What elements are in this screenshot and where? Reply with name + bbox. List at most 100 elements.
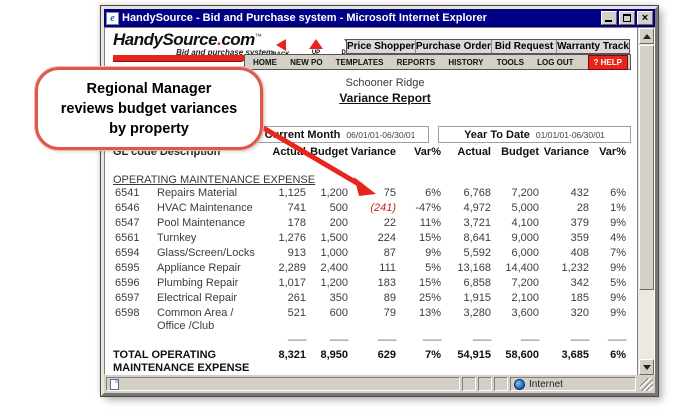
- gl-description: Plumbing Repair: [157, 277, 239, 289]
- menu-item-reports[interactable]: REPORTS: [396, 57, 436, 67]
- value-cell: 521: [287, 307, 306, 319]
- value-cell: 9%: [425, 247, 441, 259]
- gl-code: 6547: [115, 217, 140, 229]
- callout-line-3: by property: [109, 120, 189, 137]
- menu-item-home[interactable]: HOME: [253, 57, 277, 67]
- close-button[interactable]: ×: [637, 11, 653, 25]
- divider-dashes: --------: [422, 335, 442, 346]
- logo-tagline: Bid and purchase system: [176, 48, 273, 57]
- value-cell: 1,915: [463, 292, 491, 304]
- maximize-icon: [623, 14, 631, 22]
- tab-price-shopper[interactable]: Price Shopper: [347, 41, 415, 52]
- red-swoosh-decoration: [113, 55, 247, 62]
- total-value-cell: 6%: [610, 349, 626, 361]
- value-cell: 3,280: [463, 307, 491, 319]
- table-row: 6598 Common Area / 521 600 79 13% 3,280 3,600 32…: [105, 307, 639, 321]
- internet-zone-pane: Internet: [510, 377, 636, 391]
- year-to-date-label: Year To Date: [464, 128, 530, 141]
- scroll-down-button[interactable]: [639, 359, 654, 375]
- value-cell: 2,100: [511, 292, 539, 304]
- value-cell: 7%: [610, 247, 626, 259]
- handysource-logo[interactable]: HandySource.com™ Bid and purchase system: [113, 30, 273, 57]
- value-cell: 5,000: [511, 202, 539, 214]
- gl-description: Appliance Repair: [157, 262, 241, 274]
- value-cell: 9%: [610, 262, 626, 274]
- current-month-header-box: Current Month 06/01/01-06/30/01: [251, 126, 429, 143]
- current-month-label: Current Month: [264, 128, 341, 141]
- divider-dashes: --------: [520, 335, 540, 346]
- menu-item-templates[interactable]: TEMPLATES: [335, 57, 384, 67]
- minimize-button[interactable]: [601, 11, 617, 25]
- tab-bid-request[interactable]: Bid Request: [490, 40, 556, 53]
- variance-negative-value: (241): [370, 202, 396, 214]
- value-cell: 6,858: [463, 277, 491, 289]
- menu-item-history[interactable]: HISTORY: [448, 57, 484, 67]
- total-value-cell: 58,600: [505, 349, 539, 361]
- window-title: HandySource - Bid and Purchase system - …: [122, 12, 487, 24]
- value-cell: 200: [329, 217, 348, 229]
- vertical-scrollbar[interactable]: [637, 28, 654, 375]
- value-cell: 1,276: [278, 232, 306, 244]
- table-row: 6561 Turnkey 1,276 1,500 224 15% 8,641 9,000 359…: [105, 232, 639, 246]
- total-value-cell: 7%: [425, 349, 441, 361]
- value-cell: 5%: [425, 262, 441, 274]
- value-cell: 25%: [418, 292, 441, 304]
- value-cell: 1,232: [561, 262, 589, 274]
- tab-purchase-order[interactable]: Purchase Order: [414, 40, 491, 53]
- nav-up-button[interactable]: UP: [303, 39, 329, 58]
- total-value-cell: 54,915: [457, 349, 491, 361]
- value-cell: 913: [287, 247, 306, 259]
- value-cell: 13%: [418, 307, 441, 319]
- help-button[interactable]: ? HELP: [587, 54, 628, 70]
- gl-code: 6541: [115, 187, 140, 199]
- col-header-7-var: Var%: [599, 146, 626, 158]
- gl-description: Electrical Repair: [157, 292, 238, 304]
- maximize-button[interactable]: [619, 11, 635, 25]
- table-row: 6547 Pool Maintenance 178 200 22 11% 3,721 4,10…: [105, 217, 639, 231]
- menu-item-new-po[interactable]: NEW PO: [290, 57, 323, 67]
- value-cell: 9%: [610, 217, 626, 229]
- value-cell: 13,168: [457, 262, 491, 274]
- status-pane-2: [478, 377, 492, 391]
- total-label-line1: TOTAL OPERATING: [113, 349, 217, 361]
- value-cell: 6,768: [463, 187, 491, 199]
- title-bar[interactable]: e HandySource - Bid and Purchase system …: [104, 9, 655, 27]
- table-row: 6597 Electrical Repair 261 350 89 25% 1,915 2,1…: [105, 292, 639, 306]
- gl-description: Repairs Material: [157, 187, 238, 199]
- value-cell: 1,200: [320, 277, 348, 289]
- value-cell: 5%: [610, 277, 626, 289]
- arrow-left-icon: [276, 39, 286, 51]
- menu-item-tools[interactable]: TOOLS: [496, 57, 524, 67]
- divider-dashes: --------: [287, 335, 307, 346]
- scrollbar-thumb[interactable]: [639, 45, 654, 290]
- table-row-wrap: Office /Club: [105, 320, 639, 334]
- browser-window: e HandySource - Bid and Purchase system …: [100, 5, 659, 397]
- ie-page-icon: e: [106, 11, 119, 25]
- menu-item-log-out[interactable]: LOG OUT: [537, 57, 574, 67]
- value-cell: 9%: [610, 292, 626, 304]
- tabs: Price Shopper Purchase Order Bid Request Wa…: [346, 39, 630, 54]
- value-cell: 432: [570, 187, 589, 199]
- tab-warranty-track[interactable]: Warranty Track: [556, 40, 629, 53]
- value-cell: 500: [329, 202, 348, 214]
- table-row: 6596 Plumbing Repair 1,017 1,200 183 15% 6,858…: [105, 277, 639, 291]
- gl-description: Common Area /: [157, 307, 234, 319]
- menu-bar: HOME NEW PO TEMPLATES REPORTS HISTORY TOOLS LO…: [244, 54, 631, 70]
- divider-dashes: --------: [472, 335, 492, 346]
- gl-description: Glass/Screen/Locks: [157, 247, 255, 259]
- year-to-date-header-box: Year To Date 01/01/01-06/30/01: [438, 126, 631, 143]
- page-area: HandySource.com™ Bid and purchase system…: [105, 28, 639, 375]
- value-cell: 350: [329, 292, 348, 304]
- gl-description: Pool Maintenance: [157, 217, 246, 229]
- value-cell: 4,972: [463, 202, 491, 214]
- col-header-6-variance: Variance: [543, 146, 589, 158]
- value-cell: 2,400: [320, 262, 348, 274]
- trademark-symbol: ™: [254, 33, 262, 41]
- scroll-up-button[interactable]: [639, 28, 654, 44]
- value-cell: 14,400: [505, 262, 539, 274]
- resize-grip-icon[interactable]: [640, 377, 653, 391]
- document-icon: [110, 378, 119, 390]
- value-cell: 9%: [610, 307, 626, 319]
- value-cell: 8,641: [463, 232, 491, 244]
- col-header-3-var: Var%: [414, 146, 441, 158]
